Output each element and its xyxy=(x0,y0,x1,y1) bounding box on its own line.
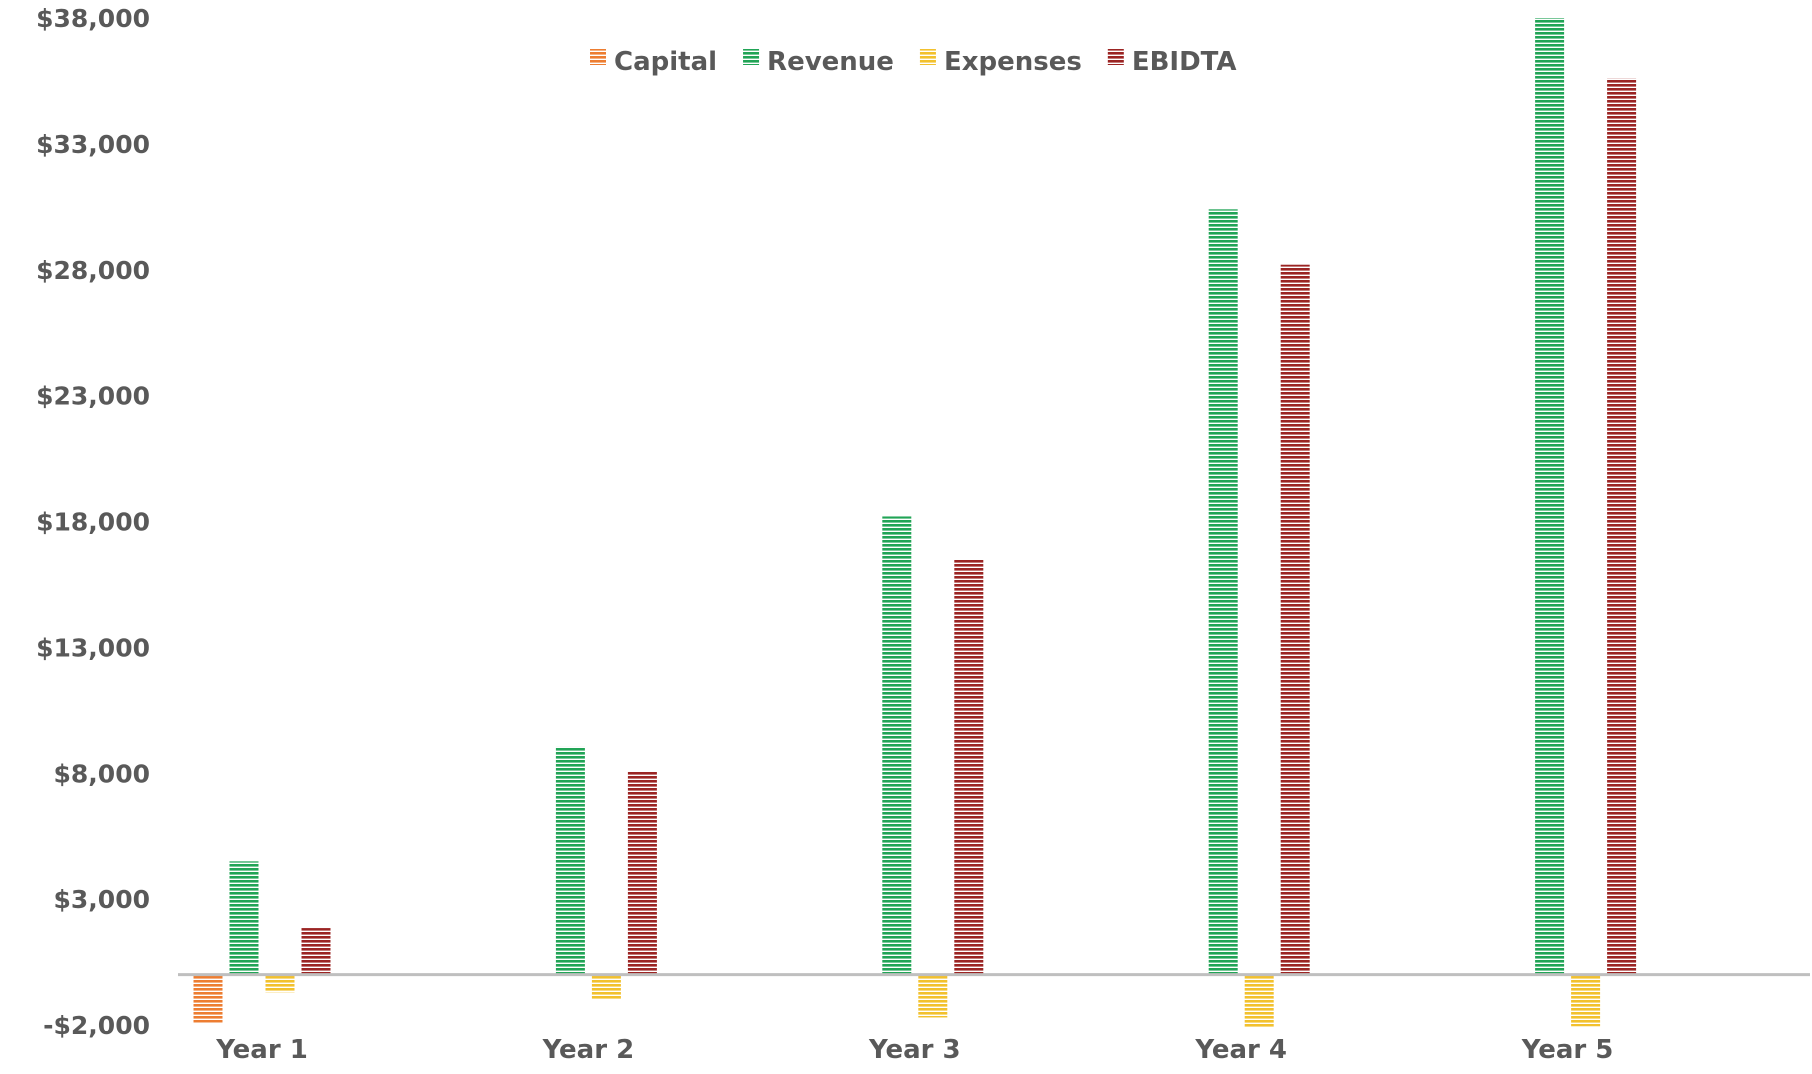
bar-ebidta-year-3 xyxy=(954,559,984,975)
y-axis: -$2,000 $3,000 $8,000 $13,000 $18,000 $23,000… xyxy=(36,4,150,1040)
y-tick-label: $23,000 xyxy=(36,382,150,411)
y-tick-label: $38,000 xyxy=(36,4,150,33)
bar-expenses-year-1 xyxy=(265,974,295,993)
x-axis: Year 1 Year 2 Year 3 Year 4 Year 5 xyxy=(215,1035,1613,1065)
y-tick-label: -$2,000 xyxy=(43,1011,150,1040)
x-tick-label: Year 1 xyxy=(215,1035,308,1065)
y-tick-label: $33,000 xyxy=(36,130,150,159)
bar-ebidta-year-4 xyxy=(1280,264,1310,975)
bar-revenue-year-4 xyxy=(1208,209,1238,975)
bar-revenue-year-5 xyxy=(1535,18,1565,975)
bar-expenses-year-4 xyxy=(1244,974,1274,1028)
legend-label-ebidta: EBIDTA xyxy=(1132,47,1237,77)
y-tick-label: $28,000 xyxy=(36,256,150,285)
y-tick-label: $18,000 xyxy=(36,508,150,537)
y-tick-label: $3,000 xyxy=(54,885,150,914)
x-tick-label: Year 3 xyxy=(868,1035,961,1065)
legend-swatch-ebidta xyxy=(1107,49,1124,65)
legend-swatch-revenue xyxy=(743,49,760,65)
legend-swatch-capital xyxy=(590,49,606,65)
bar-expenses-year-5 xyxy=(1571,974,1601,1027)
legend-label-capital: Capital xyxy=(614,47,717,77)
x-tick-label: Year 2 xyxy=(542,1035,635,1065)
bar-expenses-year-3 xyxy=(918,974,948,1018)
bars xyxy=(193,18,1637,1028)
y-tick-label: $13,000 xyxy=(36,633,150,662)
bar-ebidta-year-5 xyxy=(1607,78,1637,975)
bar-revenue-year-1 xyxy=(229,861,259,975)
legend-label-expenses: Expenses xyxy=(944,47,1082,77)
legend-swatch-expenses xyxy=(919,49,936,65)
y-tick-label: $8,000 xyxy=(54,759,150,788)
bar-capital-year-1 xyxy=(193,974,223,1023)
legend: Capital Revenue Expenses EBIDTA xyxy=(590,47,1237,77)
bar-revenue-year-3 xyxy=(882,516,912,975)
bar-expenses-year-2 xyxy=(591,974,621,1000)
bar-revenue-year-2 xyxy=(555,746,585,975)
x-tick-label: Year 4 xyxy=(1194,1035,1287,1065)
legend-label-revenue: Revenue xyxy=(767,47,894,77)
x-tick-label: Year 5 xyxy=(1521,1035,1614,1065)
bar-ebidta-year-2 xyxy=(627,771,657,975)
bar-ebidta-year-1 xyxy=(301,928,331,975)
